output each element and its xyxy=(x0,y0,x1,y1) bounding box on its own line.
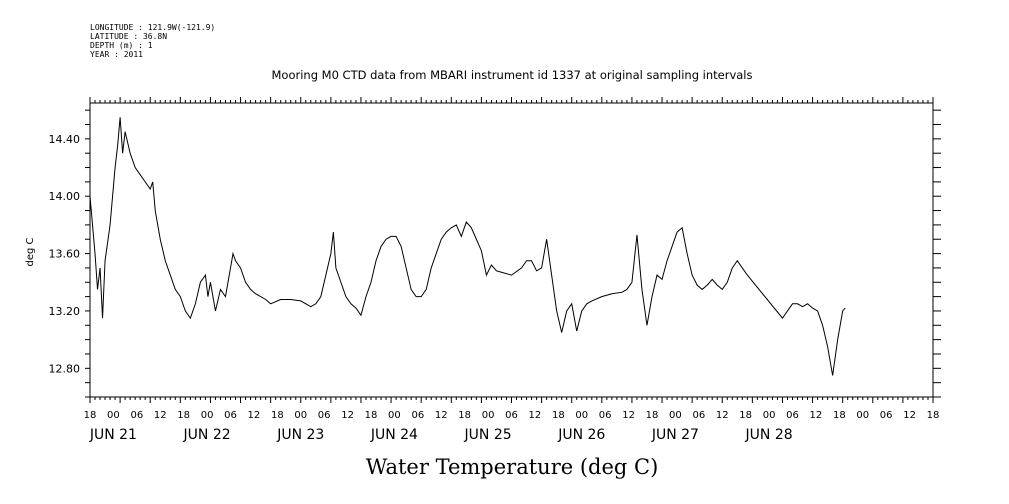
x-day-labels: JUN 21 JUN 22 JUN 23 JUN 24 JUN 25 JUN 26 JUN … xyxy=(89,427,793,443)
axis-ticks xyxy=(85,97,941,403)
x-hour-label: 00 xyxy=(107,410,120,421)
year-text: YEAR : 2011 xyxy=(90,50,143,59)
x-hour-label: 06 xyxy=(880,410,893,421)
x-day-label: JUN 28 xyxy=(745,427,793,443)
y-axis-label: deg C xyxy=(25,237,36,266)
y-tick-label: 12.80 xyxy=(49,362,81,375)
x-hour-label: 12 xyxy=(716,410,729,421)
x-hour-label: 18 xyxy=(84,410,97,421)
x-hour-label: 00 xyxy=(669,410,682,421)
x-hour-label: 06 xyxy=(411,410,424,421)
latitude-text: LATITUDE : 36.8N xyxy=(90,32,167,41)
x-hour-label: 18 xyxy=(458,410,471,421)
x-hour-label: 12 xyxy=(529,410,542,421)
x-hour-label: 00 xyxy=(575,410,588,421)
x-hour-label: 18 xyxy=(833,410,846,421)
series-line xyxy=(89,117,846,376)
x-day-label: JUN 25 xyxy=(464,427,512,443)
x-day-label: JUN 23 xyxy=(276,427,324,443)
x-axis-label: Water Temperature (deg C) xyxy=(366,455,659,479)
x-hour-label: 18 xyxy=(927,410,940,421)
chart-title: Mooring M0 CTD data from MBARI instrumen… xyxy=(272,68,753,82)
x-hour-label: 06 xyxy=(318,410,331,421)
x-hour-label: 00 xyxy=(856,410,869,421)
x-hour-label: 06 xyxy=(599,410,612,421)
x-hour-label: 00 xyxy=(294,410,307,421)
y-tick-label: 13.60 xyxy=(49,248,81,261)
x-hour-label: 12 xyxy=(903,410,916,421)
x-hour-label: 06 xyxy=(130,410,143,421)
y-tick-labels: 12.80 13.20 13.60 14.00 14.40 xyxy=(49,133,81,375)
x-hour-label: 00 xyxy=(482,410,495,421)
x-hour-label: 18 xyxy=(646,410,659,421)
x-day-label: JUN 27 xyxy=(651,427,699,443)
x-hour-label: 18 xyxy=(365,410,378,421)
x-hour-label: 06 xyxy=(505,410,518,421)
x-hour-label: 06 xyxy=(786,410,799,421)
x-hour-label: 18 xyxy=(552,410,565,421)
x-day-label: JUN 22 xyxy=(183,427,231,443)
x-hour-label: 12 xyxy=(248,410,261,421)
x-hour-label: 00 xyxy=(388,410,401,421)
x-hour-labels: 18 00 06 12 18 00 06 12 18 00 06 12 18 00 06 12 18 00 06 12… xyxy=(84,410,940,421)
y-tick-label: 13.20 xyxy=(49,305,81,318)
x-hour-label: 18 xyxy=(177,410,190,421)
x-hour-label: 06 xyxy=(692,410,705,421)
plot-frame xyxy=(89,102,934,398)
x-day-label: JUN 26 xyxy=(557,427,605,443)
x-hour-label: 12 xyxy=(810,410,823,421)
y-tick-label: 14.00 xyxy=(49,190,81,203)
x-hour-label: 00 xyxy=(201,410,214,421)
x-day-label: JUN 21 xyxy=(89,427,137,443)
longitude-text: LONGITUDE : 121.9W(-121.9) xyxy=(90,23,215,32)
x-hour-label: 18 xyxy=(739,410,752,421)
y-tick-label: 14.40 xyxy=(49,133,81,146)
x-hour-label: 18 xyxy=(271,410,284,421)
x-hour-label: 12 xyxy=(341,410,354,421)
x-hour-label: 12 xyxy=(435,410,448,421)
x-hour-label: 00 xyxy=(763,410,776,421)
x-hour-label: 12 xyxy=(154,410,167,421)
x-hour-label: 12 xyxy=(622,410,635,421)
depth-text: DEPTH (m) : 1 xyxy=(90,41,153,50)
x-hour-label: 06 xyxy=(224,410,237,421)
x-day-label: JUN 24 xyxy=(370,427,418,443)
